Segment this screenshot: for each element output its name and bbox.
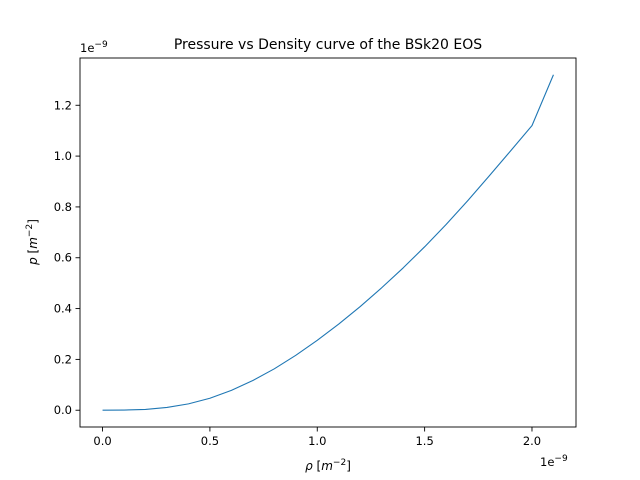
plot-frame bbox=[79, 57, 577, 428]
y-axis-ticks: 0.0 0.2 0.4 0.6 0.8 1.0 1.2 bbox=[54, 98, 80, 417]
y-tick-label: 0.8 bbox=[54, 200, 72, 214]
y-tick-label: 1.2 bbox=[54, 98, 72, 112]
y-tick-label: 0.2 bbox=[54, 352, 72, 366]
x-tick-label: 0.0 bbox=[93, 434, 111, 448]
x-tick-label: 2.0 bbox=[523, 434, 541, 448]
x-tick-label: 1.5 bbox=[415, 434, 433, 448]
series-line bbox=[102, 74, 554, 411]
chart-title: Pressure vs Density curve of the BSk20 E… bbox=[174, 37, 482, 53]
x-tick-label: 0.5 bbox=[201, 434, 219, 448]
y-tick-label: 0.4 bbox=[54, 302, 72, 316]
x-axis-label: ρ [m−2] bbox=[305, 458, 351, 473]
y-tick-label: 0.0 bbox=[54, 403, 72, 417]
x-tick-label: 1.0 bbox=[308, 434, 326, 448]
y-tick-label: 1.0 bbox=[54, 149, 72, 163]
x-axis-ticks: 0.0 0.5 1.0 1.5 2.0 bbox=[93, 427, 541, 448]
x-offset-label: 1e−9 bbox=[540, 454, 568, 469]
y-offset-label: 1e−9 bbox=[80, 40, 108, 55]
y-tick-label: 0.6 bbox=[54, 251, 72, 265]
y-axis-label: p [m−2] bbox=[25, 219, 40, 266]
